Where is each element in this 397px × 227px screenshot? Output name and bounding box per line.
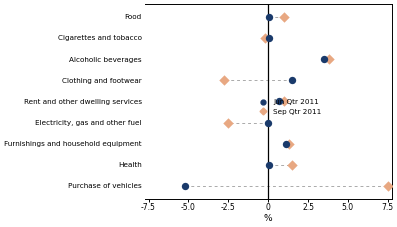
X-axis label: %: % — [264, 214, 272, 223]
Point — [281, 15, 287, 19]
Point — [385, 184, 391, 188]
Point — [266, 163, 272, 167]
Point — [326, 57, 332, 61]
Point — [283, 142, 289, 146]
Point — [182, 184, 189, 188]
Point — [281, 100, 287, 103]
Point — [266, 36, 272, 40]
Point — [321, 57, 327, 61]
Point — [289, 163, 295, 167]
Point — [286, 142, 292, 146]
Point — [289, 78, 295, 82]
Point — [225, 121, 231, 124]
Legend: Jun Qtr 2011, Sep Qtr 2011: Jun Qtr 2011, Sep Qtr 2011 — [256, 99, 321, 115]
Point — [276, 100, 283, 103]
Point — [220, 78, 227, 82]
Point — [266, 15, 272, 19]
Point — [265, 121, 271, 124]
Point — [262, 36, 268, 40]
